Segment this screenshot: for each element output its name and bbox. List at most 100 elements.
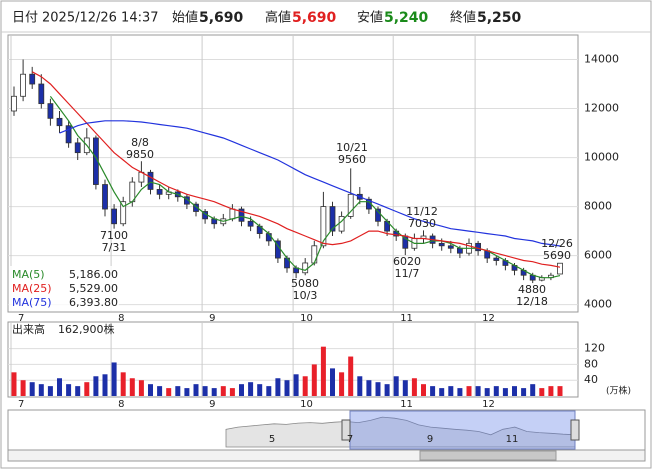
y-tick-label: 40 bbox=[584, 373, 598, 386]
volume-bar bbox=[202, 386, 208, 396]
y-tick-label: 120 bbox=[584, 342, 605, 355]
volume-bar bbox=[521, 388, 527, 396]
candle-body bbox=[493, 257, 500, 261]
volume-bar bbox=[157, 386, 163, 396]
annotation-date: 11/12 bbox=[406, 205, 438, 218]
volume-bar bbox=[339, 372, 345, 396]
open-value: 5,690 bbox=[199, 10, 244, 26]
x-tick-label: 11 bbox=[400, 399, 413, 410]
scrollbar[interactable] bbox=[7, 449, 646, 462]
x-tick-label: 10 bbox=[300, 313, 313, 324]
volume-unit: (万株) bbox=[606, 385, 631, 397]
volume-bar bbox=[229, 388, 235, 396]
volume-bar bbox=[348, 356, 354, 396]
volume-bar bbox=[530, 384, 536, 396]
x-tick-label: 12 bbox=[482, 399, 495, 410]
candle-body bbox=[65, 125, 72, 144]
annotation-value: 7030 bbox=[408, 217, 436, 230]
x-tick-label: 7 bbox=[18, 399, 24, 410]
volume-bar bbox=[439, 388, 445, 396]
candle-body bbox=[11, 95, 17, 112]
volume-bar bbox=[384, 384, 390, 396]
legend-name: MA(75) bbox=[12, 296, 52, 309]
volume-bar bbox=[129, 378, 135, 396]
navigator-label: 9 bbox=[427, 434, 433, 445]
candle-body bbox=[311, 245, 318, 264]
volume-bar bbox=[111, 362, 117, 396]
y-tick-label: 14000 bbox=[584, 53, 619, 66]
candle-body bbox=[238, 208, 245, 222]
x-tick-label: 12 bbox=[482, 313, 495, 324]
volume-bar bbox=[466, 386, 472, 396]
x-tick-label: 11 bbox=[400, 313, 413, 324]
volume-bar bbox=[38, 384, 44, 396]
volume-bar bbox=[47, 386, 53, 396]
volume-bar bbox=[66, 384, 72, 396]
plot-layer: 4000 6000 8000 10000 12000 14000 7 8 9 10 11 12 MA(5… bbox=[8, 35, 631, 450]
volume-bar bbox=[484, 388, 490, 396]
x-tick-label: 7 bbox=[18, 313, 24, 324]
legend-name: MA(25) bbox=[12, 282, 52, 295]
high-value: 5,690 bbox=[292, 10, 337, 26]
volume-bar bbox=[175, 386, 181, 396]
annotation-date: 10/3 bbox=[293, 289, 318, 302]
navigator-label: 7 bbox=[347, 434, 353, 445]
volume-bar bbox=[266, 386, 272, 396]
volume-bar bbox=[375, 382, 381, 396]
low-label: 安値 bbox=[357, 10, 383, 26]
volume-bar bbox=[57, 378, 62, 396]
candle-body bbox=[74, 142, 81, 154]
volume-bar bbox=[148, 384, 153, 396]
volume-bar bbox=[421, 384, 426, 396]
volume-bar bbox=[457, 388, 463, 396]
close-label: 終値 bbox=[450, 10, 476, 26]
legend-value: 5,529.00 bbox=[69, 282, 118, 295]
moving-average-line bbox=[49, 95, 561, 279]
volume-bar bbox=[475, 386, 481, 396]
y-tick-label: 12000 bbox=[584, 102, 619, 115]
volume-bar bbox=[502, 388, 508, 396]
volume-bar bbox=[411, 378, 417, 396]
volume-bar bbox=[239, 384, 244, 396]
annotation-date: 12/26 bbox=[541, 237, 573, 250]
annotation-value: 7100 bbox=[100, 229, 128, 242]
scroll-thumb[interactable] bbox=[419, 450, 557, 461]
volume-bar bbox=[493, 386, 499, 396]
x-tick-label: 8 bbox=[118, 313, 124, 324]
y-tick-label: 8000 bbox=[584, 200, 612, 213]
volume-bar bbox=[11, 372, 17, 396]
volume-bar bbox=[193, 384, 199, 396]
candle-body bbox=[447, 245, 454, 249]
volume-bar bbox=[357, 376, 363, 396]
volume-bar bbox=[330, 368, 335, 396]
annotation-date: 11/7 bbox=[395, 267, 420, 280]
volume-bar bbox=[448, 386, 454, 396]
y-tick-label: 4000 bbox=[584, 298, 612, 311]
volume-bar bbox=[93, 376, 99, 396]
volume-bar bbox=[29, 382, 35, 396]
candle-body bbox=[156, 189, 163, 195]
navigator-handle bbox=[341, 419, 351, 441]
annotation-value: 5080 bbox=[291, 277, 319, 290]
legend-value: 5,186.00 bbox=[69, 268, 118, 281]
candle-body bbox=[329, 206, 336, 232]
volume-bar bbox=[220, 386, 226, 396]
volume-panel bbox=[7, 321, 579, 398]
legend-name: MA(5) bbox=[12, 268, 45, 281]
volume-bar bbox=[102, 374, 108, 396]
candle-body bbox=[320, 206, 327, 247]
volume-bar bbox=[166, 388, 172, 396]
moving-average-line bbox=[31, 71, 561, 268]
navigator-selection bbox=[349, 410, 576, 450]
volume-bar bbox=[320, 346, 326, 396]
legend-box bbox=[9, 266, 119, 311]
volume-bar bbox=[366, 380, 372, 396]
legend-value: 6,393.80 bbox=[69, 296, 118, 309]
x-tick-label: 8 bbox=[118, 399, 124, 410]
volume-bar bbox=[120, 372, 126, 396]
annotation-date: 7/31 bbox=[102, 241, 127, 254]
candle-body bbox=[47, 103, 54, 119]
date-label: 日付 bbox=[12, 11, 38, 26]
candle-body bbox=[38, 83, 45, 105]
candle-body bbox=[229, 208, 236, 220]
